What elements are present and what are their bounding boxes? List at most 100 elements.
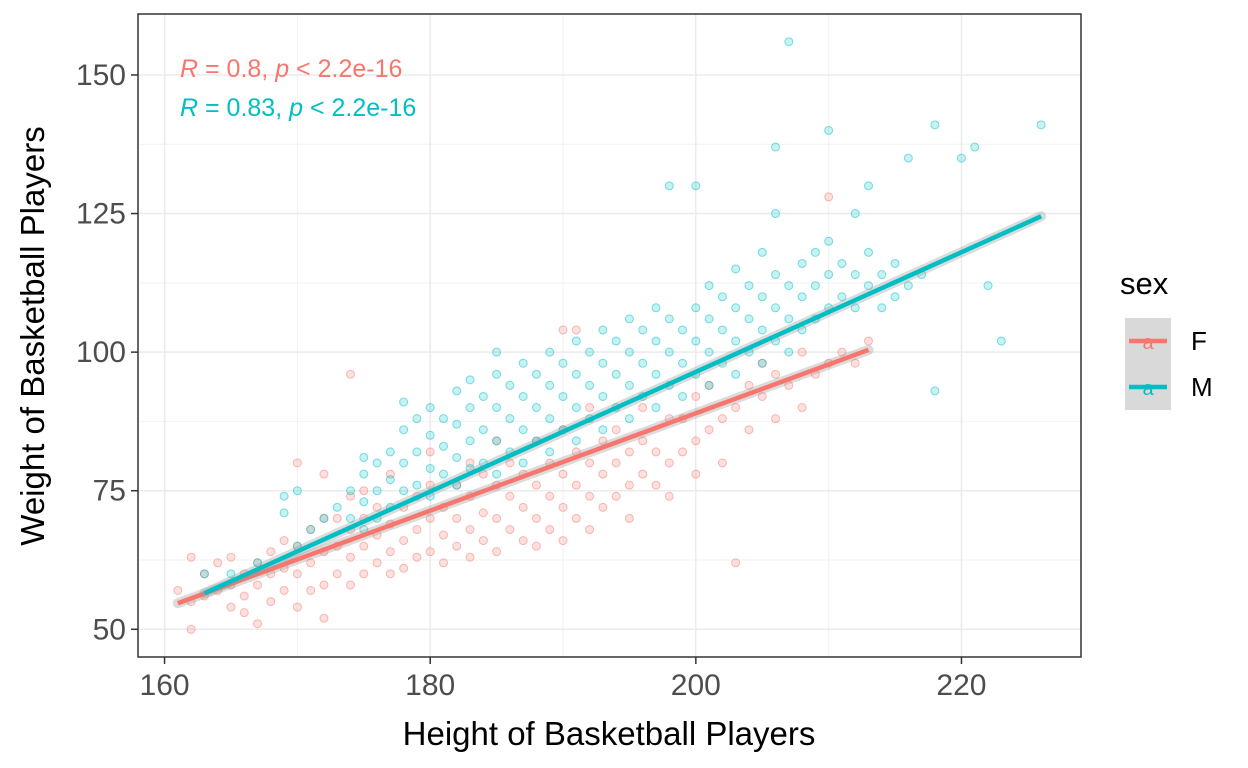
data-point-f xyxy=(240,592,248,600)
data-point-f xyxy=(187,553,195,561)
data-point-m xyxy=(785,38,793,46)
data-point-m xyxy=(493,470,501,478)
data-point-m xyxy=(426,465,434,473)
data-point-m xyxy=(506,415,514,423)
data-point-f xyxy=(333,514,341,522)
data-point-m xyxy=(878,304,886,312)
data-point-m xyxy=(360,453,368,461)
data-point-f xyxy=(745,426,753,434)
data-point-m xyxy=(572,370,580,378)
legend-title: sex xyxy=(1120,266,1169,301)
legend-key-glyph-m: a xyxy=(1142,378,1154,400)
data-point-f xyxy=(254,581,262,589)
data-point-m xyxy=(400,459,408,467)
data-point-f xyxy=(386,548,394,556)
data-point-f xyxy=(559,326,567,334)
data-point-m xyxy=(546,348,554,356)
data-point-m xyxy=(360,498,368,506)
data-point-m xyxy=(931,387,939,395)
data-point-f xyxy=(546,492,554,500)
data-point-f xyxy=(625,514,633,522)
data-point-f xyxy=(864,337,872,345)
y-tick-label: 100 xyxy=(76,336,126,369)
data-point-f xyxy=(798,348,806,356)
x-tick-label: 200 xyxy=(671,669,721,702)
data-point-m xyxy=(572,337,580,345)
data-point-m xyxy=(625,348,633,356)
data-point-m xyxy=(904,154,912,162)
data-point-m xyxy=(692,182,700,190)
data-point-f xyxy=(639,470,647,478)
data-point-f xyxy=(572,326,580,334)
data-point-f xyxy=(320,470,328,478)
data-point-m xyxy=(772,304,780,312)
data-point-m xyxy=(758,293,766,301)
data-point-m xyxy=(400,398,408,406)
data-point-f xyxy=(214,559,222,567)
data-point-f xyxy=(532,514,540,522)
data-point-f xyxy=(439,559,447,567)
data-point-f xyxy=(227,603,235,611)
data-point-m xyxy=(772,210,780,218)
data-point-m xyxy=(400,426,408,434)
data-point-f xyxy=(692,470,700,478)
data-point-f xyxy=(519,503,527,511)
data-point-m xyxy=(825,271,833,279)
p-symbol: p xyxy=(288,94,303,122)
correlation-label-m: R = 0.83, p < 2.2e-16 xyxy=(180,94,416,122)
data-point-m xyxy=(705,381,713,389)
r-value: = 0.83, xyxy=(198,94,289,122)
data-point-m xyxy=(439,415,447,423)
data-point-f xyxy=(479,537,487,545)
data-point-m xyxy=(386,476,394,484)
data-point-f xyxy=(174,586,182,594)
data-point-m xyxy=(851,271,859,279)
data-point-m xyxy=(758,248,766,256)
data-point-m xyxy=(732,304,740,312)
data-point-m xyxy=(864,248,872,256)
data-point-m xyxy=(280,509,288,517)
data-point-m xyxy=(811,248,819,256)
data-point-m xyxy=(572,404,580,412)
data-point-m xyxy=(679,392,687,400)
data-point-m xyxy=(705,315,713,323)
data-point-f xyxy=(665,492,673,500)
data-point-m xyxy=(599,326,607,334)
data-point-m xyxy=(639,326,647,334)
data-point-m xyxy=(493,370,501,378)
data-point-m xyxy=(599,426,607,434)
data-point-m xyxy=(825,126,833,134)
data-point-f xyxy=(347,553,355,561)
data-point-m xyxy=(811,282,819,290)
data-point-m xyxy=(559,359,567,367)
data-point-f xyxy=(798,404,806,412)
data-point-m xyxy=(997,337,1005,345)
y-axis-title: Weight of Basketball Players xyxy=(14,126,51,545)
data-point-m xyxy=(957,154,965,162)
data-point-f xyxy=(772,370,780,378)
data-point-f xyxy=(652,448,660,456)
data-point-m xyxy=(293,487,301,495)
data-point-f xyxy=(280,537,288,545)
x-tick-label: 220 xyxy=(936,669,986,702)
data-point-f xyxy=(532,542,540,550)
data-point-f xyxy=(692,392,700,400)
data-point-m xyxy=(586,381,594,389)
data-point-m xyxy=(559,392,567,400)
data-point-m xyxy=(413,415,421,423)
data-point-m xyxy=(532,370,540,378)
data-point-f xyxy=(254,620,262,628)
data-point-f xyxy=(386,570,394,578)
data-point-m xyxy=(200,570,208,578)
data-point-f xyxy=(692,437,700,445)
data-point-f xyxy=(612,459,620,467)
data-point-f xyxy=(559,503,567,511)
data-point-m xyxy=(652,404,660,412)
data-point-m xyxy=(665,315,673,323)
data-point-f xyxy=(506,492,514,500)
data-point-m xyxy=(373,487,381,495)
data-point-m xyxy=(665,348,673,356)
x-tick-label: 160 xyxy=(140,669,190,702)
data-point-f xyxy=(426,548,434,556)
data-point-f xyxy=(718,415,726,423)
